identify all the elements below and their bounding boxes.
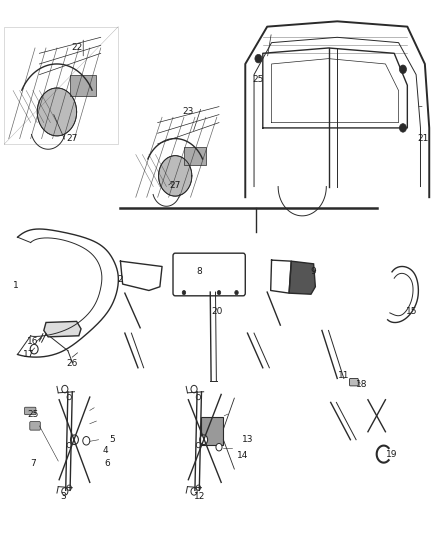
Text: 6: 6: [104, 459, 110, 468]
FancyBboxPatch shape: [350, 378, 358, 386]
Polygon shape: [289, 261, 315, 294]
Text: 21: 21: [417, 134, 428, 143]
Text: 3: 3: [60, 492, 67, 501]
Bar: [184, 147, 206, 165]
Text: 8: 8: [196, 268, 202, 276]
Text: 25: 25: [27, 410, 39, 419]
Text: 16: 16: [27, 337, 39, 345]
Circle shape: [182, 290, 186, 295]
Circle shape: [200, 435, 208, 445]
Circle shape: [83, 437, 90, 445]
Circle shape: [399, 65, 406, 74]
Text: 14: 14: [237, 451, 249, 460]
Circle shape: [255, 54, 262, 63]
Circle shape: [159, 156, 192, 196]
Text: 20: 20: [211, 308, 223, 316]
FancyBboxPatch shape: [25, 407, 36, 415]
FancyBboxPatch shape: [173, 253, 245, 296]
Text: 22: 22: [71, 44, 82, 52]
Circle shape: [191, 488, 197, 495]
Text: 23: 23: [183, 108, 194, 116]
Circle shape: [196, 485, 201, 490]
Circle shape: [30, 344, 38, 354]
Text: 26: 26: [67, 359, 78, 368]
Text: 19: 19: [386, 450, 398, 458]
Circle shape: [196, 442, 201, 448]
Circle shape: [235, 290, 238, 295]
Bar: [201, 417, 223, 445]
Circle shape: [62, 385, 68, 393]
Polygon shape: [44, 321, 81, 337]
Text: 5: 5: [109, 435, 115, 444]
Text: 18: 18: [356, 381, 367, 389]
Circle shape: [216, 443, 222, 451]
Text: 2: 2: [118, 276, 123, 284]
Circle shape: [71, 435, 78, 445]
Circle shape: [67, 394, 71, 400]
Text: 15: 15: [406, 308, 417, 316]
Text: 12: 12: [194, 492, 205, 501]
Circle shape: [37, 88, 77, 136]
Text: 27: 27: [67, 134, 78, 143]
Circle shape: [62, 488, 68, 495]
Circle shape: [217, 290, 221, 295]
Circle shape: [67, 485, 71, 490]
FancyBboxPatch shape: [30, 422, 40, 430]
Text: 4: 4: [102, 446, 108, 455]
Bar: [70, 75, 96, 96]
Text: 17: 17: [23, 350, 34, 359]
Text: 9: 9: [310, 268, 316, 276]
Circle shape: [67, 442, 71, 448]
Circle shape: [196, 394, 201, 400]
Circle shape: [399, 124, 406, 132]
Circle shape: [191, 385, 197, 393]
Text: 11: 11: [338, 372, 350, 380]
Text: 25: 25: [253, 76, 264, 84]
Text: 27: 27: [170, 181, 181, 190]
Text: 7: 7: [30, 459, 36, 468]
Text: 1: 1: [12, 281, 18, 289]
Text: 13: 13: [242, 435, 253, 444]
